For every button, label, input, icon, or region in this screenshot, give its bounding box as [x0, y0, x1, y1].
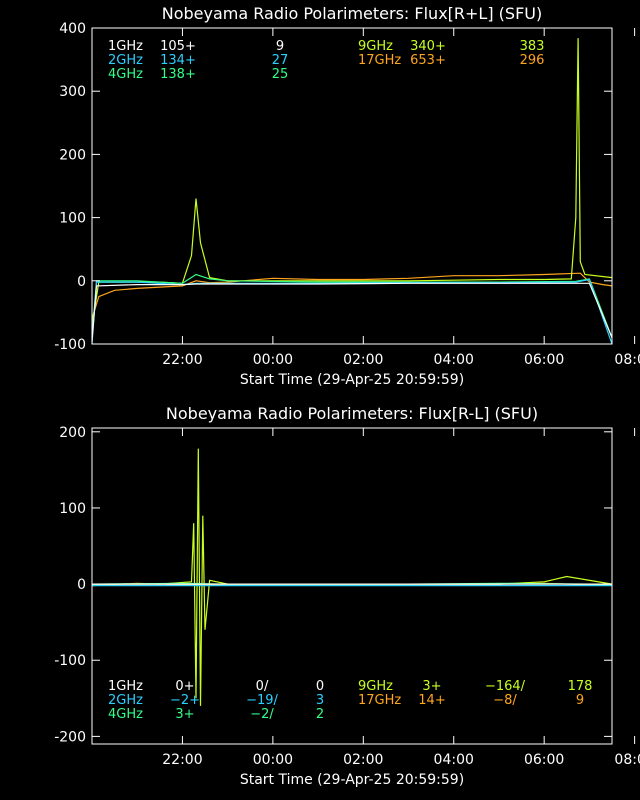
legend-label: 17GHz	[358, 53, 401, 68]
x-tick-label: 22:00	[162, 752, 202, 768]
x-tick-label: 08:00	[614, 352, 640, 368]
legend-v1: 138+	[160, 67, 196, 82]
y-tick-label: 0	[77, 274, 86, 290]
chart-title: Nobeyama Radio Polarimeters: Flux[R-L] (…	[166, 404, 538, 423]
x-tick-label: 04:00	[434, 752, 474, 768]
legend-v2: −164/	[485, 679, 526, 694]
legend-v1: 3+	[422, 679, 441, 694]
legend-v3: 3	[316, 693, 324, 708]
x-tick-label: 06:00	[524, 352, 564, 368]
x-tick-label: 04:00	[434, 352, 474, 368]
legend-v2: 383	[520, 39, 545, 54]
legend-v3: 9	[576, 693, 584, 708]
legend-label: 2GHz	[108, 53, 143, 68]
plot-series-group	[91, 448, 613, 706]
plot-series-group	[91, 38, 613, 345]
legend-v2: 9	[276, 39, 284, 54]
legend-label: 4GHz	[108, 707, 143, 722]
legend-label: 1GHz	[108, 679, 143, 694]
x-axis: 22:00 00:00 02:00 04:00 06:00 08:00	[162, 28, 640, 368]
x-axis-label: Start Time (29-Apr-25 20:59:59)	[240, 772, 464, 788]
legend-label: 9GHz	[358, 679, 393, 694]
legend-v1: 0+	[175, 679, 194, 694]
legend-v1: 134+	[160, 53, 196, 68]
y-tick-label: 100	[59, 211, 86, 227]
series-line-1ghz	[91, 282, 613, 341]
legend-v1: 340+	[410, 39, 446, 54]
legend-v2: −8/	[493, 693, 517, 708]
y-tick-label: 200	[59, 425, 86, 441]
series-line-4ghz	[91, 273, 613, 338]
legend-label: 9GHz	[358, 39, 393, 54]
legend-v2: −2/	[250, 707, 274, 722]
x-axis-label: Start Time (29-Apr-25 20:59:59)	[240, 372, 464, 388]
y-axis: -100 0 100 200 300 400	[54, 21, 612, 353]
y-tick-label: 300	[59, 84, 86, 100]
series-line-9ghz	[92, 448, 613, 706]
y-tick-label: 100	[59, 501, 86, 517]
legend-v3: 2	[316, 707, 324, 722]
y-tick-label: 0	[77, 577, 86, 593]
series-line-17ghz	[91, 272, 613, 319]
legend-v2: 27	[272, 53, 289, 68]
legend-label: 1GHz	[108, 39, 143, 54]
legend-label: 2GHz	[108, 693, 143, 708]
legend-v1: 3+	[175, 707, 194, 722]
y-tick-label: -100	[54, 337, 86, 353]
series-line-2ghz	[91, 278, 613, 345]
x-tick-label: 22:00	[162, 352, 202, 368]
x-tick-label: 08:00	[614, 752, 640, 768]
legend-v3: 178	[568, 679, 593, 694]
chart-title: Nobeyama Radio Polarimeters: Flux[R+L] (…	[162, 4, 542, 23]
legend-label: 17GHz	[358, 693, 401, 708]
legend-v1: 14+	[418, 693, 445, 708]
plot-frame	[91, 27, 613, 345]
legend-v3: 0	[316, 679, 324, 694]
y-tick-label: 200	[59, 147, 86, 163]
y-axis: -200 -100 0 100 200	[54, 425, 612, 745]
legend-v2: 0/	[256, 679, 269, 694]
y-tick-label: -200	[54, 729, 86, 745]
legend-v2: −19/	[246, 693, 278, 708]
x-axis: 22:00 00:00 02:00 04:00 06:00 08:00	[162, 428, 640, 768]
x-tick-label: 02:00	[343, 752, 383, 768]
y-tick-label: -100	[54, 653, 86, 669]
x-tick-label: 02:00	[343, 352, 383, 368]
x-tick-label: 06:00	[524, 752, 564, 768]
legend-v1: 653+	[410, 53, 446, 68]
x-tick-label: 00:00	[253, 352, 293, 368]
legend-v2: 296	[520, 53, 545, 68]
series-line-9ghz	[91, 38, 613, 326]
legend-v1: 105+	[160, 39, 196, 54]
legend: 1GHz 105+ 9 9GHz 340+ 383 2GHz 134+ 27 17GHz 653+ 2…	[108, 39, 544, 82]
plot-frame	[91, 427, 613, 745]
legend-label: 4GHz	[108, 67, 143, 82]
legend: 1GHz 0+ 0/0 9GHz 3+ −164/178 2GHz −2+ −19/3 17GHz…	[108, 679, 592, 722]
legend-v1: −2+	[170, 693, 200, 708]
chart-flux-r-plus-l: Nobeyama Radio Polarimeters: Flux[R+L] (…	[54, 4, 640, 388]
legend-v2: 25	[272, 67, 289, 82]
chart-flux-r-minus-l: Nobeyama Radio Polarimeters: Flux[R-L] (…	[54, 404, 640, 788]
y-tick-label: 400	[59, 21, 86, 37]
x-tick-label: 00:00	[253, 752, 293, 768]
